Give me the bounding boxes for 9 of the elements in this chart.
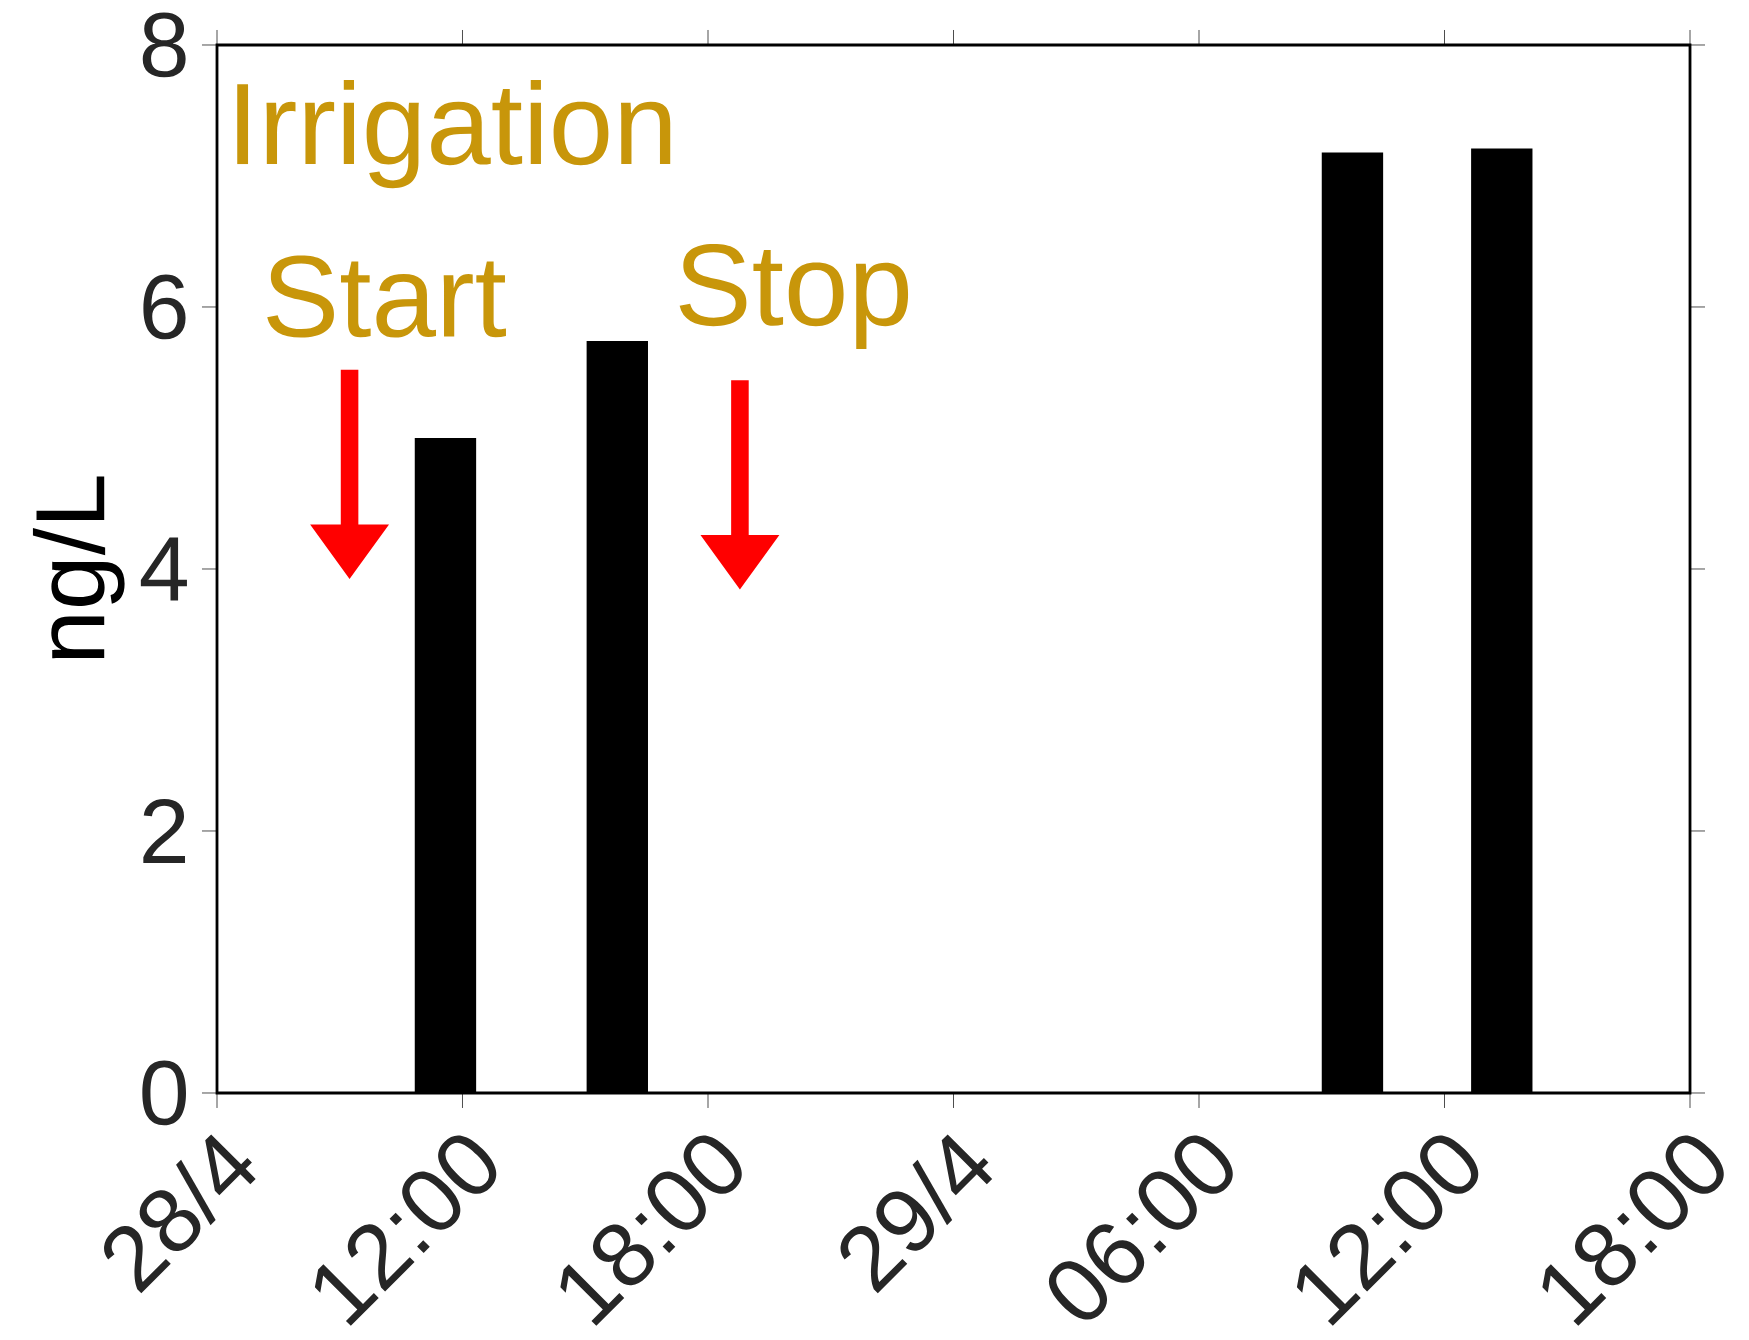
y-tick-label: 2	[143, 799, 186, 863]
y-tick-label: 0	[142, 1060, 186, 1126]
y-tick-label: 4	[140, 537, 187, 601]
y-tick-label: 8	[142, 12, 186, 78]
annotation: Stop	[679, 244, 909, 350]
y-tick-label: 6	[143, 274, 186, 340]
y-axis-title: ng/L	[32, 476, 125, 659]
annotation: Start	[267, 255, 506, 338]
annotation: Irrigation	[237, 80, 671, 189]
